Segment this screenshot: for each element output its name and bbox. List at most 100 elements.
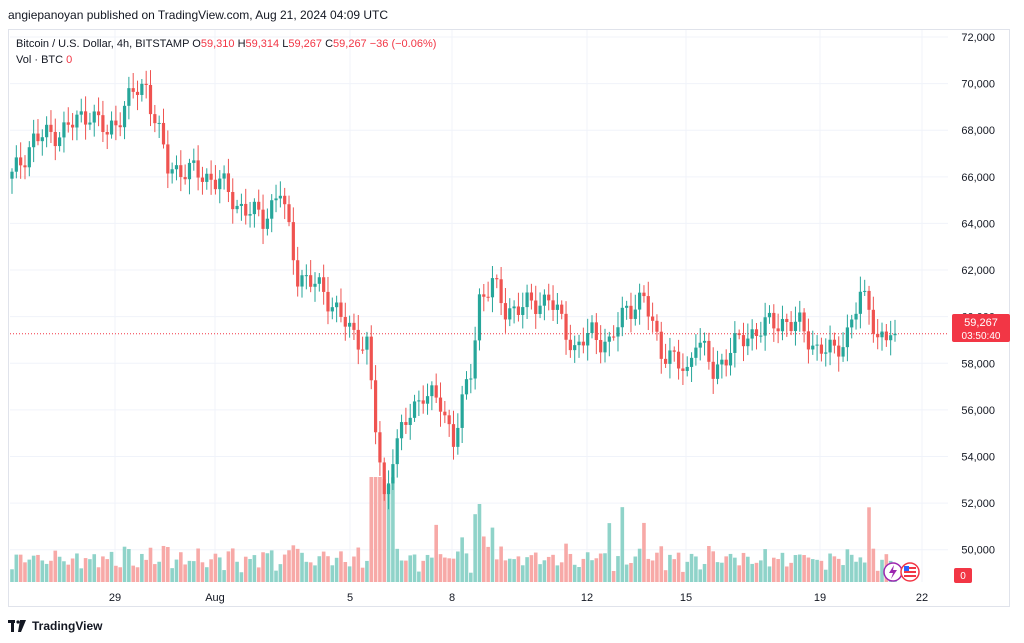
volume-bar <box>451 558 456 582</box>
published-header: angiepanoyan published on TradingView.co… <box>8 8 389 22</box>
candle-body <box>824 352 828 354</box>
volume-bar <box>655 552 659 582</box>
legend-symbol[interactable]: Bitcoin / U.S. Dollar, 4h, BITSTAMP <box>16 38 190 50</box>
volume-bar <box>711 551 716 582</box>
volume-bar <box>79 568 84 582</box>
candle-body <box>659 331 663 359</box>
volume-bar <box>153 564 157 582</box>
candle-body <box>715 364 720 379</box>
candle-body <box>430 385 434 397</box>
candle-body <box>681 368 685 371</box>
candle-body <box>157 122 161 124</box>
flag-canton <box>904 566 909 571</box>
volume-bar <box>425 554 430 582</box>
volume-bar <box>464 553 469 582</box>
footer-brand[interactable]: TradingView <box>8 619 102 633</box>
legend-ohlc-row: Bitcoin / U.S. Dollar, 4h, BITSTAMP O59,… <box>16 36 436 52</box>
candle-body <box>183 177 187 180</box>
volume-bar <box>624 564 629 582</box>
candle-body <box>456 427 460 447</box>
volume-bar <box>417 571 421 582</box>
volume-bar <box>300 552 304 582</box>
candle-body <box>767 312 772 318</box>
candle-body <box>728 352 733 366</box>
candle-body <box>170 169 174 174</box>
y-tick-label: 68,000 <box>961 125 995 137</box>
volume-bar <box>408 555 413 582</box>
candle-body <box>92 111 96 123</box>
volume-bar <box>243 556 248 582</box>
volume-bar <box>616 556 620 582</box>
volume-bar <box>611 570 616 582</box>
candle-body <box>750 329 754 339</box>
volume-bar <box>261 552 265 582</box>
candle-body <box>32 133 36 148</box>
volume-bar <box>629 563 633 582</box>
y-tick-label: 56,000 <box>961 405 995 417</box>
candle-body <box>58 137 62 147</box>
volume-bar <box>222 570 226 582</box>
candle-body <box>417 400 421 402</box>
candle-body <box>412 401 417 418</box>
candle-body <box>551 300 555 310</box>
volume-bar <box>494 559 499 582</box>
candle-body <box>66 122 70 125</box>
volume-bar <box>529 555 534 582</box>
candle-body <box>287 204 291 223</box>
candle-body <box>837 345 841 357</box>
volume-bar <box>780 552 785 582</box>
candle-body <box>469 378 473 380</box>
volume-bar <box>802 555 806 582</box>
candle-body <box>248 214 252 216</box>
candle-body <box>499 279 503 304</box>
volume-bar <box>637 548 642 582</box>
candle-body <box>534 300 538 315</box>
volume-bar <box>36 554 40 582</box>
volume-bar <box>572 564 577 582</box>
candle-body <box>776 328 780 332</box>
volume-bar <box>555 565 560 582</box>
volume-bar <box>40 560 45 582</box>
volume-bar <box>789 562 793 582</box>
volume-bar <box>101 556 105 582</box>
candle-body <box>884 331 888 341</box>
volume-bar <box>114 565 118 582</box>
volume-bar <box>598 553 603 582</box>
volume-bar <box>707 546 711 582</box>
volume-bar <box>806 557 811 582</box>
volume-bar <box>685 561 690 582</box>
candle-body <box>525 292 529 308</box>
volume-bar <box>144 559 148 582</box>
candle-body <box>741 335 746 347</box>
volume-bar <box>676 552 681 582</box>
x-tick-label: 22 <box>916 592 928 604</box>
price-tag-countdown: 03:50:40 <box>962 331 1001 342</box>
volume-bar <box>520 565 525 582</box>
volume-bar <box>174 559 179 582</box>
volume-bar <box>304 561 309 582</box>
candle-body <box>651 316 655 321</box>
volume-bar <box>170 568 174 582</box>
candle-body <box>386 483 391 495</box>
candle-body <box>408 417 412 425</box>
candle-body <box>317 277 321 284</box>
volume-bar <box>668 554 672 582</box>
candle-body <box>187 162 192 180</box>
volume-bar <box>378 477 382 582</box>
candle-body <box>811 345 815 350</box>
volume-bar <box>447 558 451 582</box>
lightning-glyph <box>889 565 897 579</box>
candle-body <box>893 333 897 336</box>
volume-bar <box>83 558 88 582</box>
candle-body <box>880 331 884 338</box>
legend-volume-label[interactable]: Vol · BTC <box>16 54 64 66</box>
volume-bar <box>862 562 867 582</box>
volume-tag-value: 0 <box>960 571 966 582</box>
volume-bar <box>391 477 395 582</box>
volume-bar <box>334 557 339 582</box>
candle-body <box>490 278 495 298</box>
volume-bar <box>179 552 183 582</box>
candle-body <box>239 203 244 206</box>
volume-bar <box>577 567 581 582</box>
